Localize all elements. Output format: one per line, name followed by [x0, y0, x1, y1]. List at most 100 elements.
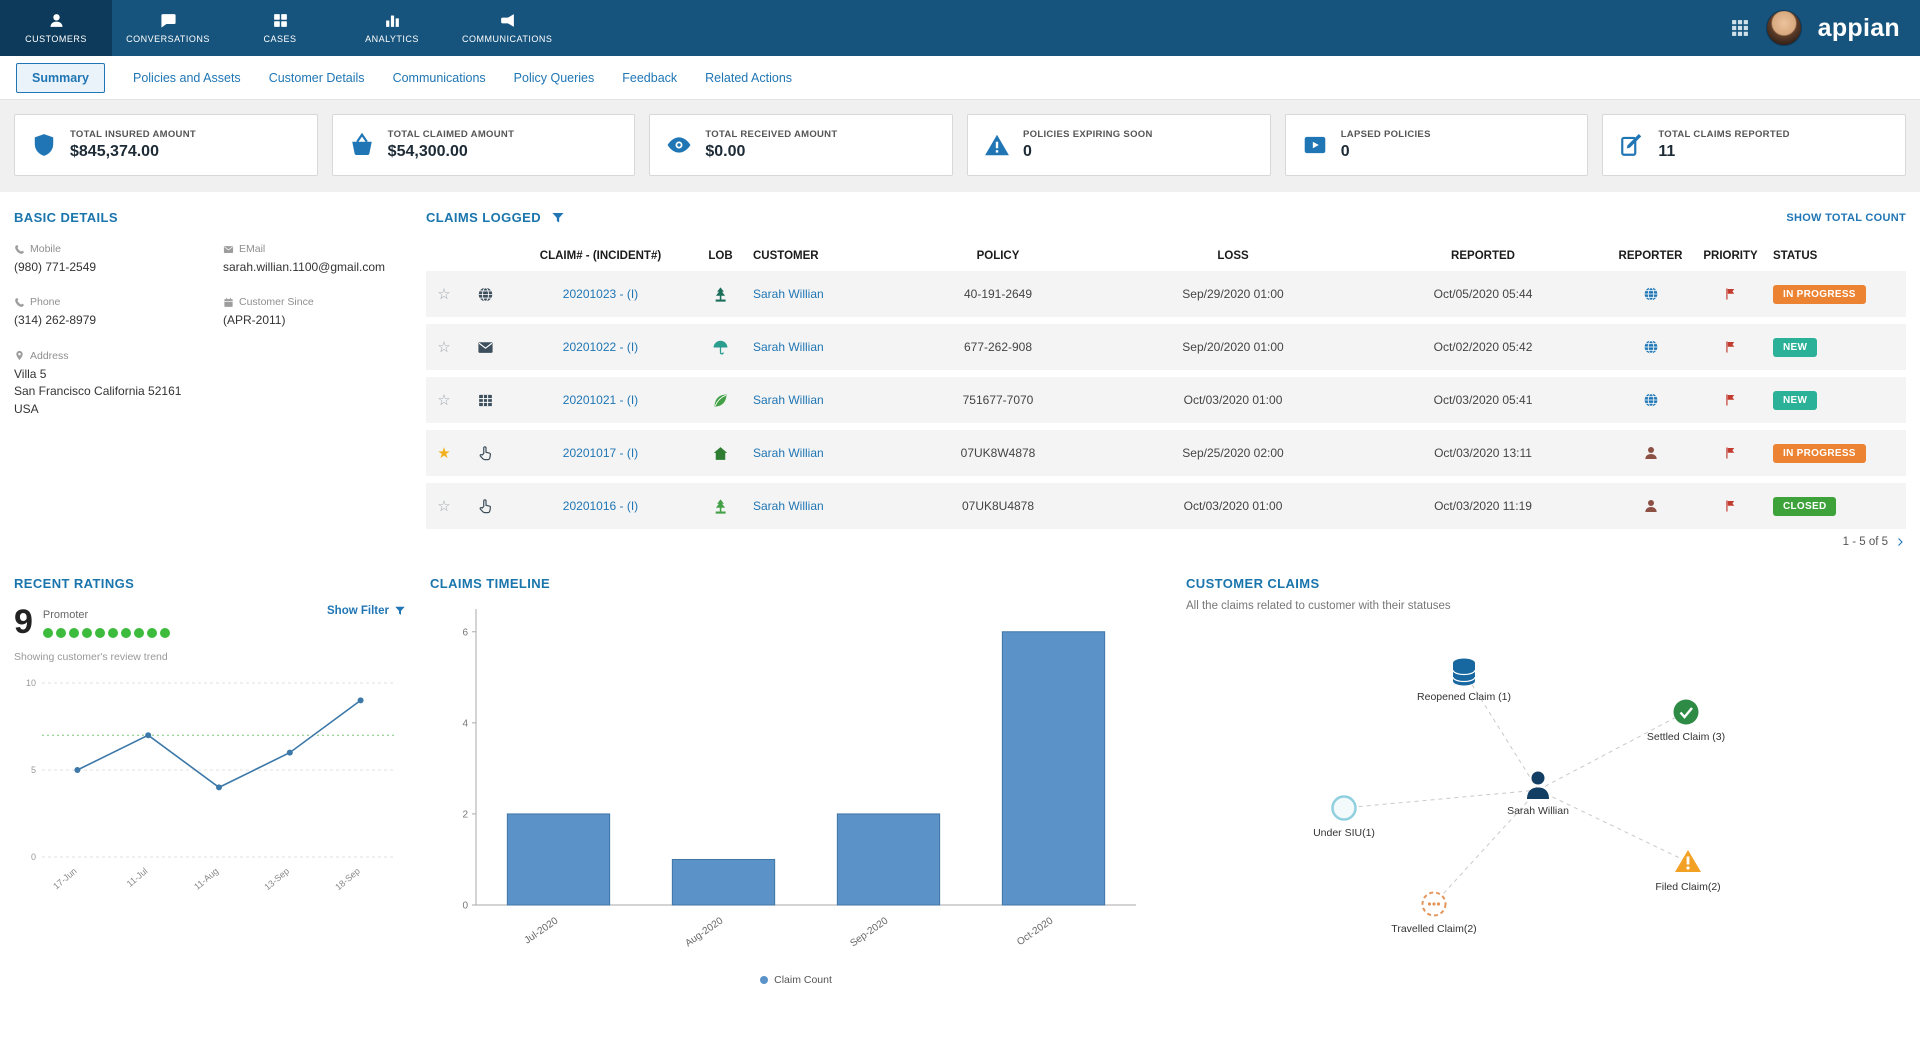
user-avatar[interactable]	[1765, 10, 1802, 46]
show-total-count-link[interactable]: SHOW TOTAL COUNT	[1786, 211, 1906, 224]
col-status[interactable]: STATUS	[1773, 250, 1818, 262]
svg-text:6: 6	[462, 627, 468, 638]
svg-text:10: 10	[26, 678, 36, 688]
col-lob[interactable]: LOB	[708, 250, 733, 262]
appian-logo: appian	[1817, 13, 1900, 42]
status-badge: IN PROGRESS	[1773, 443, 1866, 463]
nav-item-analytics[interactable]: ANALYTICS	[336, 0, 448, 56]
col-claim[interactable]: CLAIM# - (INCIDENT#)	[539, 250, 662, 262]
svg-text:11-Aug: 11-Aug	[192, 866, 220, 892]
svg-text:Settled Claim (3): Settled Claim (3)	[1647, 731, 1725, 743]
map-pin-icon	[14, 350, 25, 361]
filter-icon[interactable]	[551, 211, 565, 225]
claims-logged-section: CLAIMS LOGGED SHOW TOTAL COUNT CLAIM# - …	[426, 210, 1906, 548]
favorite-star[interactable]: ☆	[437, 339, 451, 356]
channel-web-icon	[477, 286, 494, 303]
user-icon	[48, 12, 65, 29]
kpi-label: LAPSED POLICIES	[1340, 129, 1431, 140]
tab-policy-queries[interactable]: Policy Queries	[513, 70, 595, 85]
policy-number: 07UK8U4878	[961, 499, 1035, 513]
svg-text:2: 2	[462, 809, 468, 820]
claim-link[interactable]: 20201022 - (I)	[562, 340, 639, 354]
customer-link[interactable]: Sarah Willian	[753, 340, 824, 354]
channel-email-icon	[477, 339, 494, 356]
field-value: (314) 262-8979	[14, 313, 97, 328]
warning-icon	[984, 132, 1010, 158]
play-box-icon	[1302, 132, 1328, 158]
basic-details-section: BASIC DETAILS Mobile (980) 771-2549 Phon…	[14, 210, 406, 548]
kpi-value: $54,300.00	[387, 143, 468, 160]
kpi-total-claims-reported: TOTAL CLAIMS REPORTED 11	[1602, 114, 1907, 176]
policy-number: 40-191-2649	[963, 287, 1033, 301]
claims-timeline-title: CLAIMS TIMELINE	[430, 576, 551, 591]
customer-link[interactable]: Sarah Willian	[753, 393, 824, 407]
claims-timeline-section: CLAIMS TIMELINE 0 2 4 6 Jul-2020 Aug-2020 Sep-…	[430, 576, 1162, 986]
tab-summary[interactable]: Summary	[16, 62, 105, 93]
kpi-label: TOTAL CLAIMED AMOUNT	[387, 129, 515, 140]
priority-flag-icon	[1724, 499, 1738, 513]
col-customer[interactable]: CUSTOMER	[753, 250, 819, 262]
kpi-value: 11	[1658, 143, 1676, 160]
reporter-icon	[1643, 498, 1659, 514]
tab-feedback[interactable]: Feedback	[622, 70, 678, 85]
claim-link[interactable]: 20201021 - (I)	[562, 393, 639, 407]
recent-ratings-title: RECENT RATINGS	[14, 576, 135, 591]
nav-item-communications[interactable]: COMMUNICATIONS	[448, 0, 566, 56]
nav-item-customers[interactable]: CUSTOMERS	[0, 0, 112, 56]
record-tabs: Summary Policies and Assets Customer Det…	[0, 56, 1920, 100]
table-row: ☆ 20201022 - (I) Sarah Willian 677-262-9…	[426, 324, 1906, 370]
tab-related-actions[interactable]: Related Actions	[705, 70, 793, 85]
kpi-lapsed-policies: LAPSED POLICIES 0	[1284, 114, 1589, 176]
envelope-icon	[223, 244, 234, 255]
reported-date: Oct/03/2020 05:41	[1433, 393, 1533, 407]
col-reported[interactable]: REPORTED	[1451, 250, 1515, 262]
customer-link[interactable]: Sarah Willian	[753, 446, 824, 460]
col-priority[interactable]: PRIORITY	[1703, 250, 1758, 262]
claim-link[interactable]: 20201017 - (I)	[562, 446, 639, 460]
tab-communications[interactable]: Communications	[392, 70, 486, 85]
nav-item-cases[interactable]: CASES	[224, 0, 336, 56]
customer-link[interactable]: Sarah Willian	[753, 499, 824, 513]
status-badge: IN PROGRESS	[1773, 284, 1866, 304]
reported-date: Oct/03/2020 11:19	[1434, 499, 1532, 513]
priority-flag-icon	[1724, 340, 1738, 354]
lob-icon	[712, 339, 729, 356]
svg-text:Reopened Claim (1): Reopened Claim (1)	[1417, 691, 1511, 703]
tab-customer-details[interactable]: Customer Details	[268, 70, 365, 85]
priority-flag-icon	[1724, 287, 1738, 301]
kpi-value: 0	[1340, 143, 1350, 160]
favorite-star[interactable]: ★	[437, 445, 451, 462]
loss-date: Sep/29/2020 01:00	[1182, 287, 1284, 301]
kpi-label: TOTAL RECEIVED AMOUNT	[705, 129, 838, 140]
nav-item-conversations[interactable]: CONVERSATIONS	[112, 0, 224, 56]
claim-link[interactable]: 20201016 - (I)	[562, 499, 639, 513]
show-filter-link[interactable]: Show Filter	[327, 605, 406, 617]
favorite-star[interactable]: ☆	[437, 286, 451, 303]
tab-policies-assets[interactable]: Policies and Assets	[132, 70, 241, 85]
status-badge: CLOSED	[1773, 496, 1837, 516]
basket-icon	[349, 132, 375, 158]
bar-chart-icon	[384, 12, 401, 29]
svg-text:17-Jun: 17-Jun	[51, 866, 79, 891]
claim-link[interactable]: 20201023 - (I)	[562, 287, 639, 301]
field-label: Mobile	[30, 243, 61, 255]
reporter-icon	[1643, 339, 1659, 355]
col-policy[interactable]: POLICY	[976, 250, 1020, 262]
favorite-star[interactable]: ☆	[437, 392, 451, 409]
col-reporter[interactable]: REPORTER	[1618, 250, 1683, 262]
next-page-icon[interactable]	[1894, 536, 1906, 548]
field-address: Address Villa 5 San Francisco California…	[14, 350, 197, 418]
loss-date: Oct/03/2020 01:00	[1183, 393, 1283, 407]
nps-score-label: Promoter	[42, 609, 89, 621]
customer-link[interactable]: Sarah Willian	[753, 287, 824, 301]
nav-label: ANALYTICS	[365, 34, 419, 44]
app-grid-icon[interactable]	[1730, 18, 1750, 38]
legend-dot-icon	[760, 976, 769, 984]
favorite-star[interactable]: ☆	[437, 498, 451, 515]
col-loss[interactable]: LOSS	[1217, 250, 1249, 262]
customer-claims-subtitle: All the claims related to customer with …	[1186, 600, 1451, 612]
ratings-chart: 0 5 10 17-Jun 11-Jul 11-Aug 13-Sep 18-Sep	[14, 669, 406, 912]
field-label: Customer Since	[239, 296, 314, 309]
edit-icon	[1619, 132, 1645, 158]
field-label: Address	[30, 349, 69, 362]
